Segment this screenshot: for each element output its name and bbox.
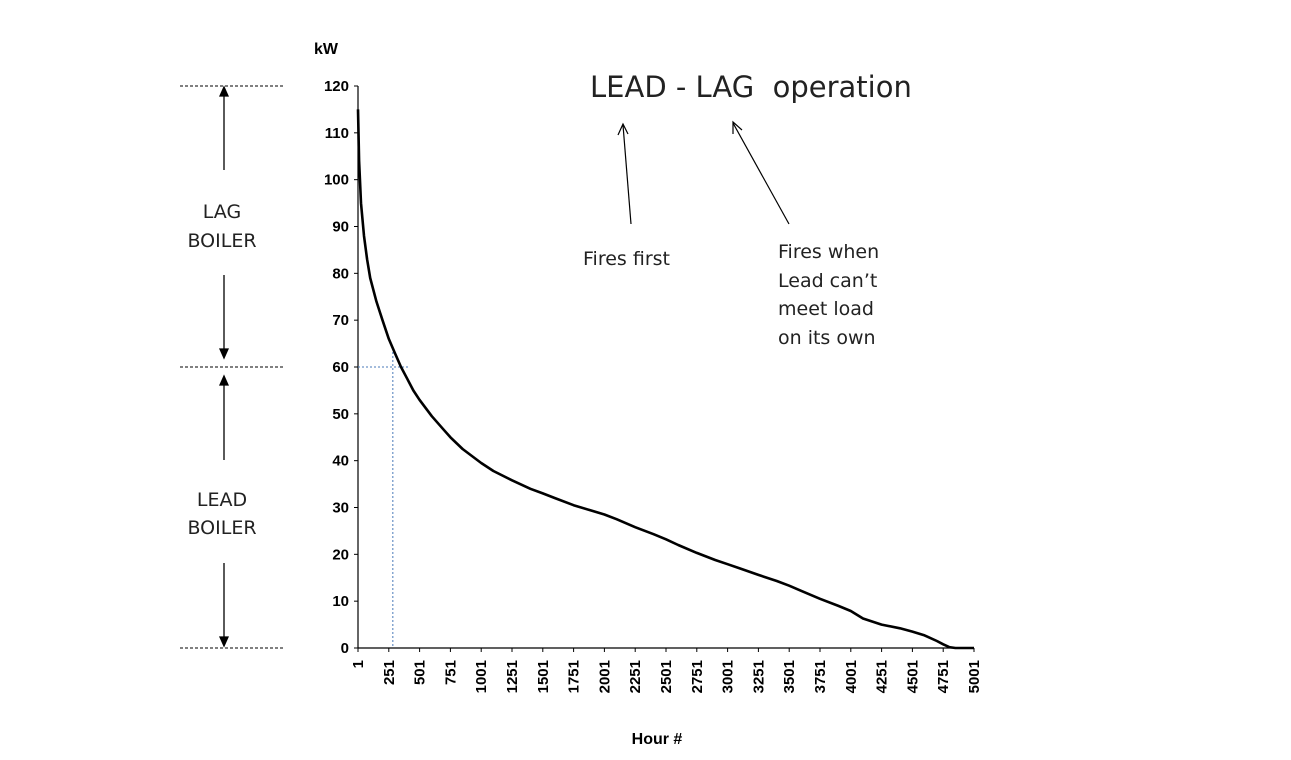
y-tick-label: 50 [332, 406, 349, 423]
y-tick-label: 70 [332, 312, 349, 329]
lag-boiler-label-line2: BOILER [187, 230, 256, 252]
x-tick-label: 751 [442, 660, 459, 685]
y-tick-label: 60 [332, 359, 349, 376]
load-curve-line [356, 109, 974, 650]
lead-arrow-down-head [218, 636, 230, 648]
fires-first-arrowhead [617, 122, 629, 136]
fires-first-arrow [622, 124, 632, 225]
lag-boiler-label-line1: LAG [203, 201, 241, 223]
lag-arrow-down-head [218, 348, 230, 360]
x-tick-label: 3751 [812, 660, 829, 693]
x-tick-label: 251 [381, 660, 398, 685]
fires-when-note-line2: Lead can’t [778, 270, 877, 292]
fires-when-note-line4: on its own [778, 327, 876, 349]
threshold-guides [358, 352, 409, 648]
y-axis-ticks: 0 10 20 30 40 50 60 70 80 90 100 110 120 [324, 78, 358, 657]
lead-arrow-up-head [218, 374, 230, 386]
y-tick-label: 80 [332, 265, 349, 282]
fires-when-note-line3: meet load [778, 298, 874, 320]
y-tick-label: 40 [332, 453, 349, 470]
x-tick-label: 2501 [658, 660, 675, 693]
y-tick-label: 120 [324, 78, 349, 95]
y-tick-label: 30 [332, 500, 349, 517]
fires-when-note-line1: Fires when [778, 241, 879, 263]
x-tick-label: 4251 [874, 660, 891, 693]
y-tick-label: 100 [324, 172, 349, 189]
annotation-arrows [617, 120, 790, 225]
y-tick-label: 10 [332, 593, 349, 610]
y-tick-label: 90 [332, 219, 349, 236]
x-axis-title: Hour # [632, 731, 683, 748]
y-tick-label: 20 [332, 546, 349, 563]
x-tick-label: 4501 [904, 660, 921, 693]
chart-title: LEAD - LAG operation [590, 70, 912, 104]
y-tick-label: 0 [341, 640, 349, 657]
boiler-range-lines [180, 85, 283, 649]
x-tick-label: 1251 [504, 660, 521, 693]
x-tick-label: 3501 [781, 660, 798, 693]
x-axis-ticks: 1 251 501 751 1001 1251 1501 1751 2001 2251 2501 27… [350, 648, 983, 693]
lag-arrow-up-head [218, 85, 230, 97]
x-tick-label: 1001 [473, 660, 490, 693]
x-tick-label: 3001 [720, 660, 737, 693]
fires-when-arrowhead [732, 120, 743, 134]
x-tick-label: 2251 [627, 660, 644, 693]
lead-boiler-label-line1: LEAD [197, 489, 247, 511]
y-axis-title: kW [314, 41, 339, 58]
y-tick-label: 110 [325, 125, 349, 142]
x-tick-label: 2751 [689, 660, 706, 693]
x-tick-label: 1751 [566, 660, 583, 693]
x-tick-label: 5001 [966, 660, 983, 693]
x-tick-label: 2001 [596, 660, 613, 693]
x-tick-label: 1 [350, 660, 367, 668]
fires-first-note: Fires first [583, 248, 670, 270]
boiler-range-arrows [218, 85, 230, 648]
fires-when-arrow [732, 122, 790, 225]
lead-boiler-label-line2: BOILER [187, 517, 256, 539]
x-tick-label: 1501 [535, 660, 552, 693]
x-tick-label: 501 [412, 660, 429, 685]
x-tick-label: 4751 [935, 660, 952, 693]
x-tick-label: 3251 [750, 660, 767, 693]
x-tick-label: 4001 [843, 660, 860, 693]
